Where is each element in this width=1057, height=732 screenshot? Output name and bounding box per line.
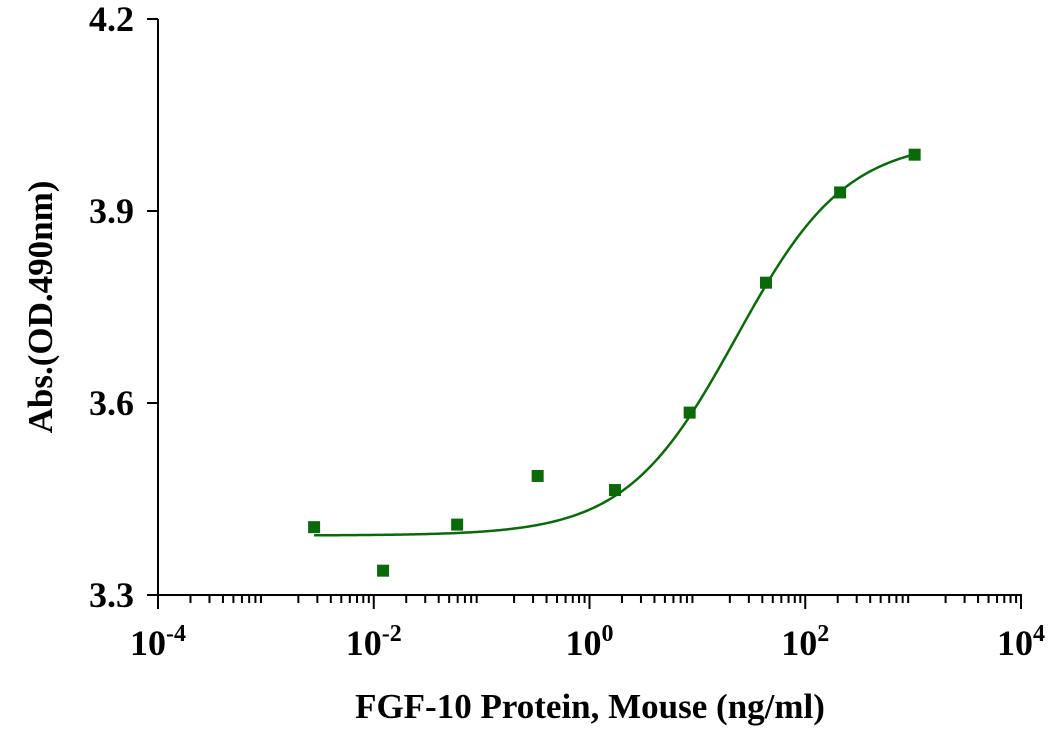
x-axis-title: FGF-10 Protein, Mouse (ng/ml) [355, 687, 825, 726]
y-tick-label: 3.9 [89, 191, 134, 231]
y-tick-label: 3.3 [89, 575, 134, 615]
data-point [377, 564, 390, 577]
data-point [308, 521, 321, 534]
data-point [834, 186, 847, 199]
data-point [908, 148, 921, 161]
data-point [683, 406, 696, 419]
data-point [451, 518, 464, 531]
fit-curve [314, 153, 915, 537]
ticks [147, 18, 1022, 609]
x-tick-label: 104 [997, 621, 1045, 663]
x-tick-label: 102 [781, 621, 829, 663]
data-points [308, 148, 921, 577]
x-tick-label: 100 [566, 621, 614, 663]
tick-labels: 3.3 3.6 3.9 4.2 10-4 10-2 100 102 104 [89, 0, 1045, 663]
y-axis-title: Abs.(OD.490nm) [21, 181, 60, 434]
x-tick-label: 10-2 [346, 621, 402, 663]
y-tick-label: 4.2 [89, 0, 134, 39]
x-tick-label: 10-4 [130, 621, 186, 663]
y-tick-label: 3.6 [89, 383, 134, 423]
data-point [759, 276, 772, 289]
data-point [531, 469, 544, 482]
data-point [608, 484, 621, 497]
